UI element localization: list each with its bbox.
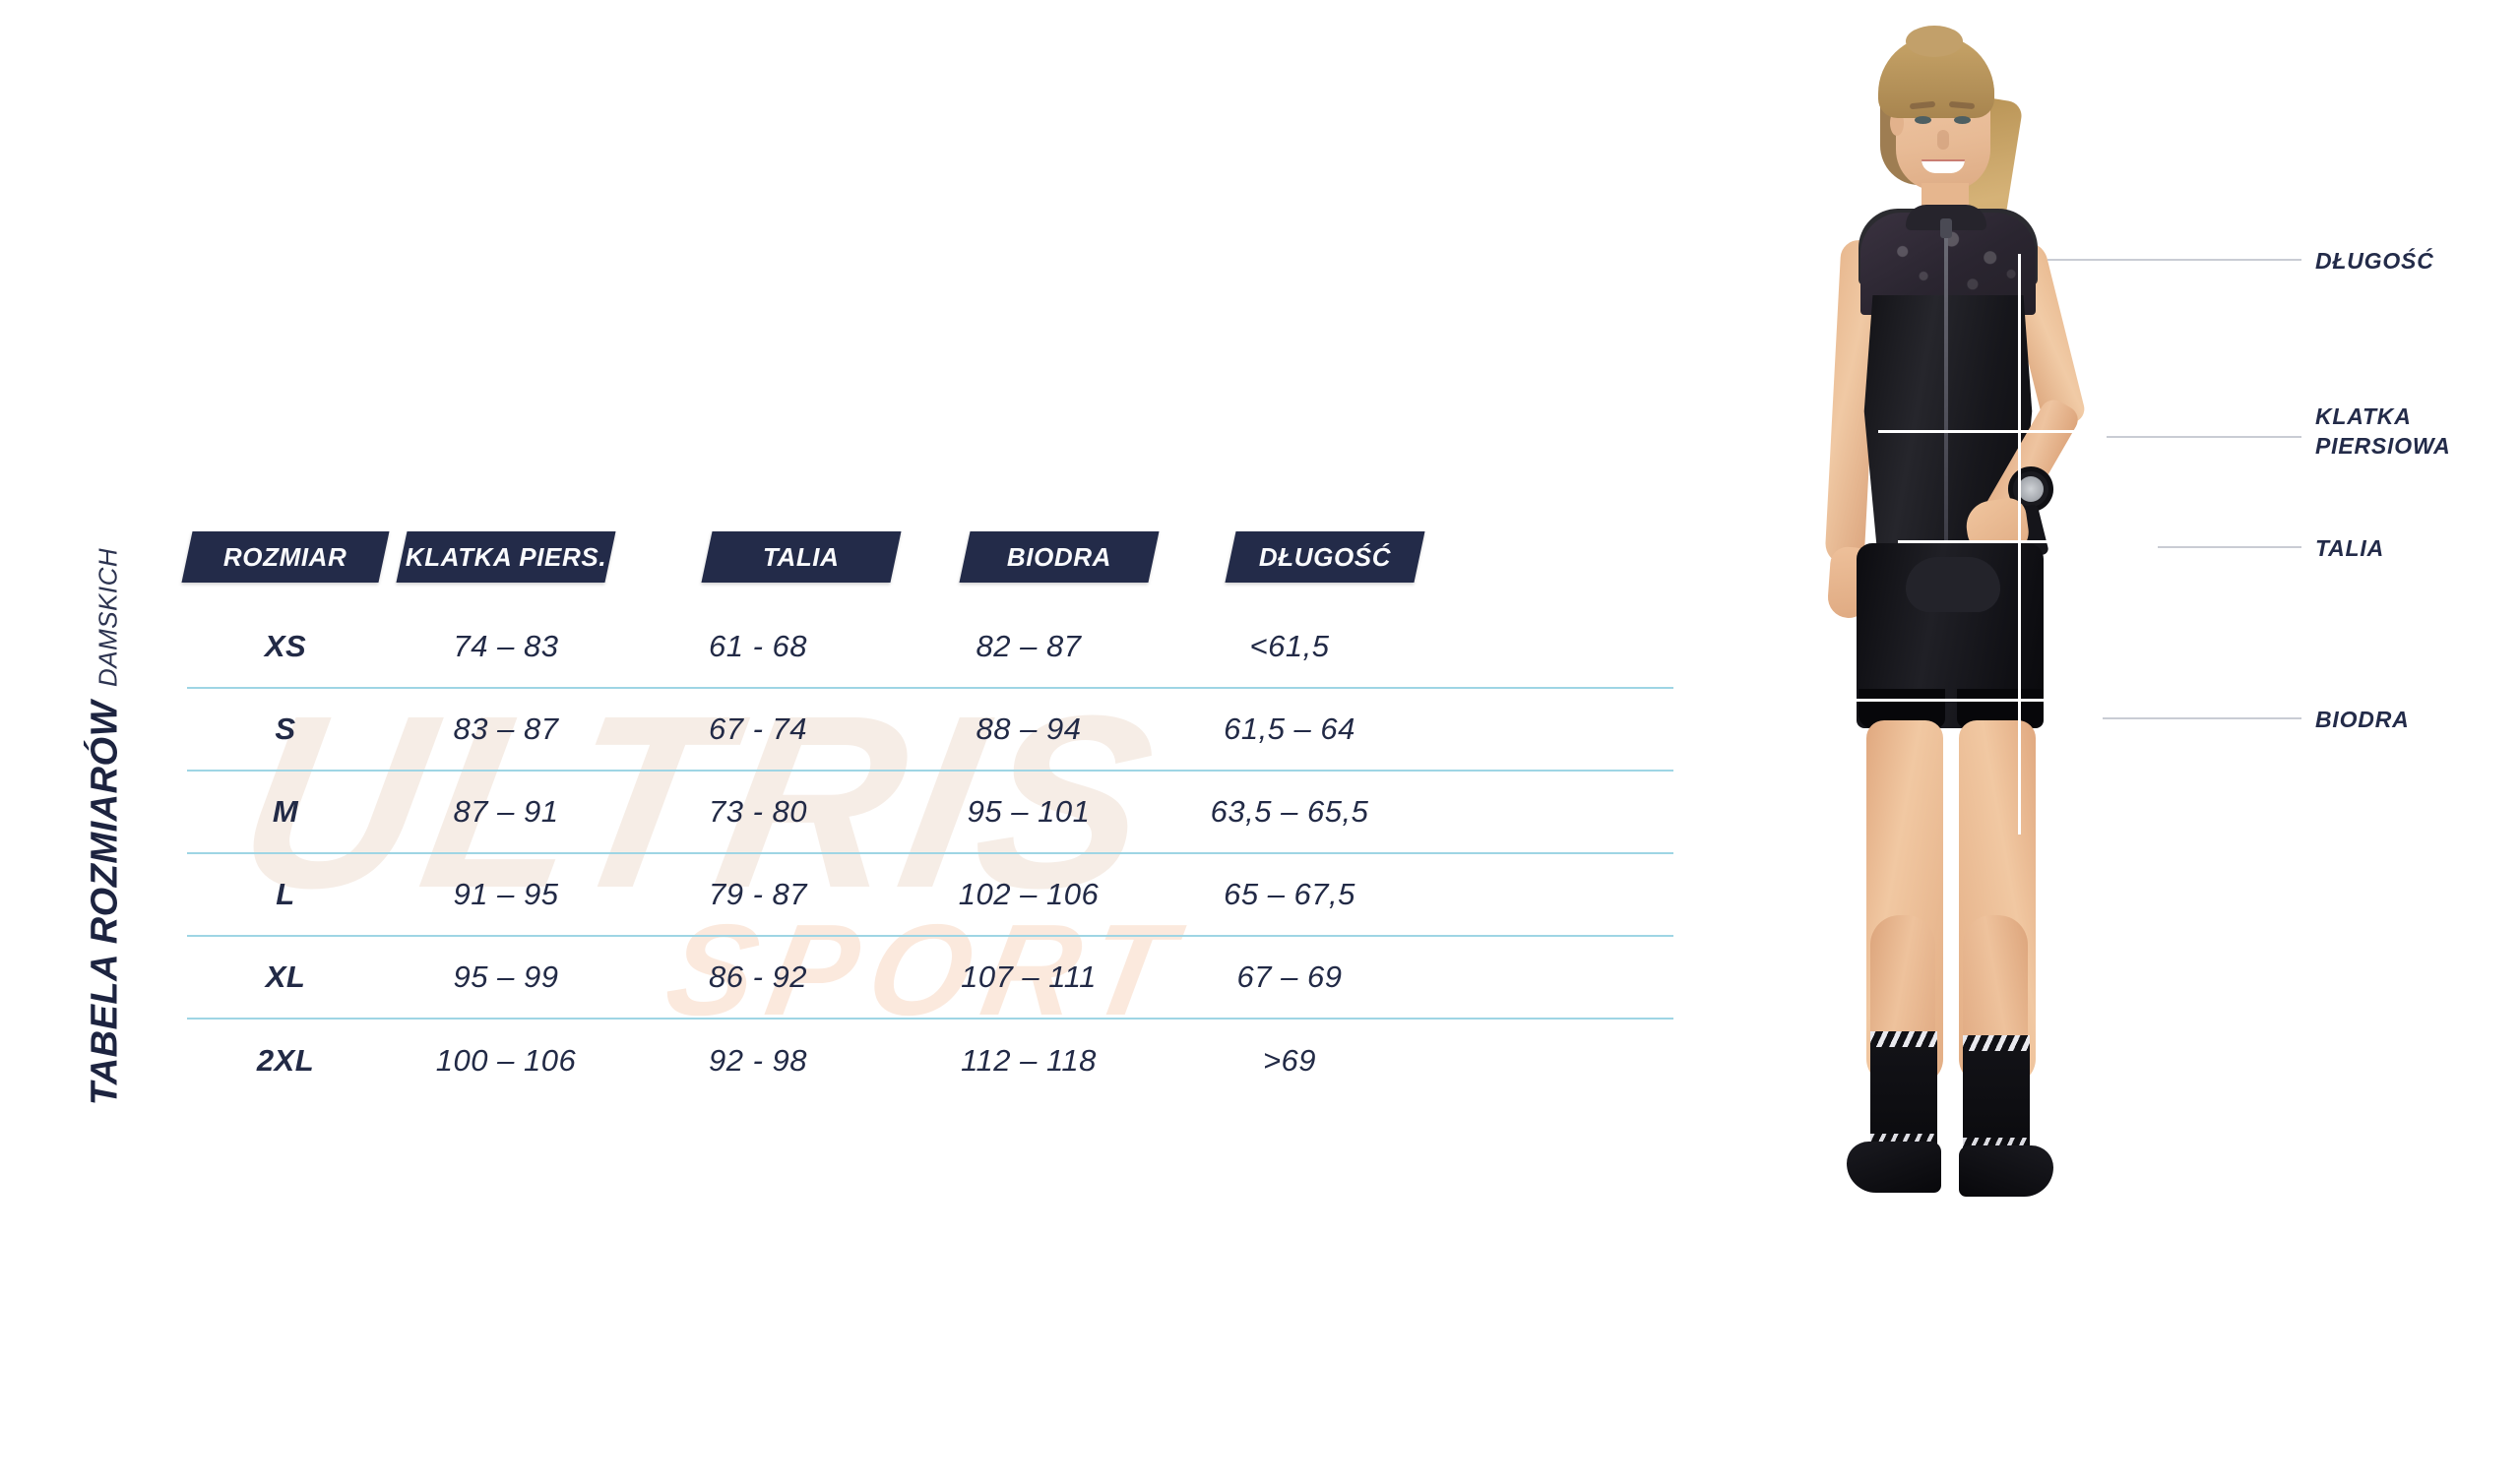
callout-leader-biodra xyxy=(2103,717,2301,719)
cell-waist: 86 - 92 xyxy=(708,959,807,994)
shorts-chamois xyxy=(1906,557,2000,612)
cell-length: 63,5 – 65,5 xyxy=(1210,794,1369,829)
callout-label-talia: TALIA xyxy=(2315,535,2385,561)
measure-line-hips xyxy=(1856,699,2104,702)
cell-hips: 107 – 111 xyxy=(961,959,1097,994)
cell-waist: 92 - 98 xyxy=(708,1043,807,1078)
foot-left xyxy=(1847,1142,1941,1193)
hair-bun xyxy=(1906,26,1963,57)
cell-waist: 79 - 87 xyxy=(708,877,807,911)
column-header-klatka-piers: KLATKA PIERS. xyxy=(396,531,616,583)
cell-chest: 100 – 106 xyxy=(435,1043,577,1078)
measure-line-waist xyxy=(1898,540,2097,543)
cell-size: XS xyxy=(264,629,307,663)
sock-cuff-right xyxy=(1963,1035,2030,1051)
sock-cuff-left xyxy=(1870,1031,1937,1047)
column-header-talia: TALIA xyxy=(701,531,902,583)
table-header-row: ROZMIAR KLATKA PIERS. TALIA BIODRA DŁUGO… xyxy=(181,531,1673,588)
measure-line-chest xyxy=(1878,430,2110,433)
cell-chest: 95 – 99 xyxy=(453,959,559,994)
cell-length: 65 – 67,5 xyxy=(1224,877,1355,911)
column-header-label: BIODRA xyxy=(1006,541,1112,572)
table-row: S 83 – 87 67 - 74 88 – 94 61,5 – 64 xyxy=(187,689,1673,772)
column-header-rozmiar: ROZMIAR xyxy=(181,531,390,583)
column-header-biodra: BIODRA xyxy=(959,531,1160,583)
cell-length: >69 xyxy=(1262,1043,1317,1078)
measure-line-length-vertical xyxy=(2018,254,2021,835)
column-header-label: TALIA xyxy=(763,541,840,572)
cell-length: <61,5 xyxy=(1249,629,1330,663)
cell-chest: 83 – 87 xyxy=(453,711,559,746)
cell-chest: 91 – 95 xyxy=(453,877,559,911)
table-row: XL 95 – 99 86 - 92 107 – 111 67 – 69 xyxy=(187,937,1673,1020)
model-photo xyxy=(1713,0,2264,1484)
cell-chest: 74 – 83 xyxy=(453,629,559,663)
callout-label-biodra: BIODRA xyxy=(2315,707,2410,732)
cell-hips: 82 – 87 xyxy=(976,629,1082,663)
callout-leader-klatka-piersiowa xyxy=(2107,436,2301,438)
column-header-label: ROZMIAR xyxy=(223,541,347,572)
cell-size: M xyxy=(272,794,299,829)
column-header-label: KLATKA PIERS. xyxy=(405,541,607,572)
cell-hips: 88 – 94 xyxy=(976,711,1082,746)
table-row: M 87 – 91 73 - 80 95 – 101 63,5 – 65,5 xyxy=(187,772,1673,854)
eye-left xyxy=(1915,116,1931,124)
cell-size: XL xyxy=(265,959,306,994)
cell-hips: 95 – 101 xyxy=(967,794,1091,829)
jersey-zipper xyxy=(1944,224,1948,555)
cell-length: 67 – 69 xyxy=(1236,959,1343,994)
cell-waist: 67 - 74 xyxy=(708,711,807,746)
nose xyxy=(1937,130,1949,150)
foot-right xyxy=(1959,1145,2053,1197)
callout-leader-dlugosc xyxy=(2048,259,2301,261)
eye-right xyxy=(1954,116,1971,124)
callout-label-dlugosc: DŁUGOŚĆ xyxy=(2315,248,2434,274)
mouth xyxy=(1922,159,1965,173)
table-row: 2XL 100 – 106 92 - 98 112 – 118 >69 xyxy=(187,1020,1673,1102)
page-title: TABELA ROZMIARÓW DAMSKICH xyxy=(61,522,150,1132)
cell-hips: 102 – 106 xyxy=(958,877,1100,911)
cell-size: S xyxy=(275,711,296,746)
cell-waist: 61 - 68 xyxy=(708,629,807,663)
cell-hips: 112 – 118 xyxy=(961,1043,1097,1078)
page-title-main: TABELA ROZMIARÓW xyxy=(84,701,126,1106)
column-header-label: DŁUGOŚĆ xyxy=(1258,541,1392,572)
table-row: L 91 – 95 79 - 87 102 – 106 65 – 67,5 xyxy=(187,854,1673,937)
table-body: XS 74 – 83 61 - 68 82 – 87 <61,5 S 83 – … xyxy=(187,606,1673,1102)
zipper-pull xyxy=(1940,218,1952,238)
column-header-dlugosc: DŁUGOŚĆ xyxy=(1225,531,1425,583)
callout-label-klatka-piersiowa: KLATKA PIERSIOWA xyxy=(2315,403,2451,460)
cell-size: L xyxy=(276,877,295,911)
cell-size: 2XL xyxy=(256,1043,315,1078)
table-row: XS 74 – 83 61 - 68 82 – 87 <61,5 xyxy=(187,606,1673,689)
watch-face xyxy=(2018,476,2044,502)
page-title-sub: DAMSKICH xyxy=(93,547,123,688)
cell-waist: 73 - 80 xyxy=(708,794,807,829)
cell-length: 61,5 – 64 xyxy=(1224,711,1355,746)
callout-leader-talia xyxy=(2158,546,2301,548)
cell-chest: 87 – 91 xyxy=(453,794,559,829)
size-table: ROZMIAR KLATKA PIERS. TALIA BIODRA DŁUGO… xyxy=(181,531,1673,1102)
